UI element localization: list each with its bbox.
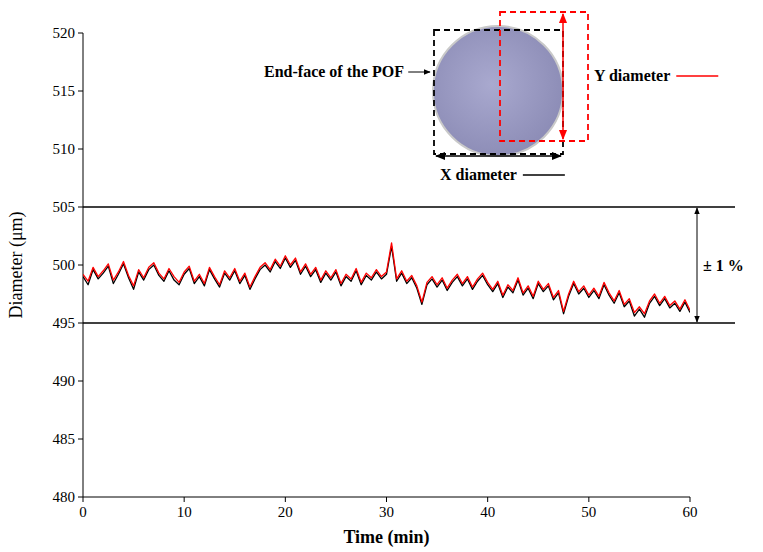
x-tick-label: 0 — [79, 504, 87, 520]
band-label: ± 1 % — [703, 257, 744, 274]
x-box — [434, 30, 563, 154]
x-tick — [588, 497, 589, 502]
x-tick-label: 10 — [177, 504, 192, 520]
y-tick — [78, 33, 83, 34]
y-tick — [78, 439, 83, 440]
x-tick — [690, 497, 691, 502]
y-tick-label: 485 — [53, 431, 76, 447]
legend-swatch — [523, 174, 565, 176]
y-tick-label: 520 — [53, 25, 76, 41]
x-tick-label: 40 — [480, 504, 495, 520]
x-tick — [184, 497, 185, 502]
y-tick-label: 490 — [53, 373, 76, 389]
y-tick-label: 510 — [53, 141, 76, 157]
y-tick — [78, 91, 83, 92]
y-tick-label: 495 — [53, 315, 76, 331]
reference-line — [83, 206, 735, 208]
legend-label: X diameter — [440, 166, 517, 183]
y-tick-label: 515 — [53, 83, 76, 99]
reference-line — [83, 322, 735, 324]
y-tick — [78, 323, 83, 324]
band-arrow — [697, 208, 698, 322]
inset-label: End-face of the POF — [264, 63, 404, 80]
y-box — [500, 12, 588, 141]
pof-end-face — [433, 26, 563, 156]
y-tick-label: 480 — [53, 489, 76, 505]
y-arrow — [562, 14, 564, 139]
x-tick — [386, 497, 387, 502]
x-tick-label: 50 — [581, 504, 596, 520]
y-axis-title: Diameter (μm) — [6, 211, 27, 318]
x-tick — [487, 497, 488, 502]
x-tick — [83, 497, 84, 502]
x-tick — [285, 497, 286, 502]
series-line — [83, 243, 690, 314]
y-tick — [78, 265, 83, 266]
plot-area — [83, 243, 690, 317]
inset-pointer — [408, 72, 430, 73]
y-tick — [78, 207, 83, 208]
x-axis-title: Time (min) — [343, 527, 429, 548]
y-tick-label: 505 — [53, 199, 76, 215]
legend-label: Y diameter — [594, 67, 670, 84]
legend-swatch — [676, 75, 718, 77]
x-arrow — [436, 155, 561, 157]
y-tick-label: 500 — [53, 257, 76, 273]
y-tick — [78, 381, 83, 382]
y-tick — [78, 497, 83, 498]
chart: 480 485 490 495 500 505 510 515 520 0 10 20 30 40 50 60… — [0, 0, 763, 552]
y-tick — [78, 149, 83, 150]
x-tick-label: 20 — [278, 504, 293, 520]
x-tick-label: 30 — [379, 504, 394, 520]
series-line — [83, 246, 690, 317]
x-tick-label: 60 — [683, 504, 698, 520]
